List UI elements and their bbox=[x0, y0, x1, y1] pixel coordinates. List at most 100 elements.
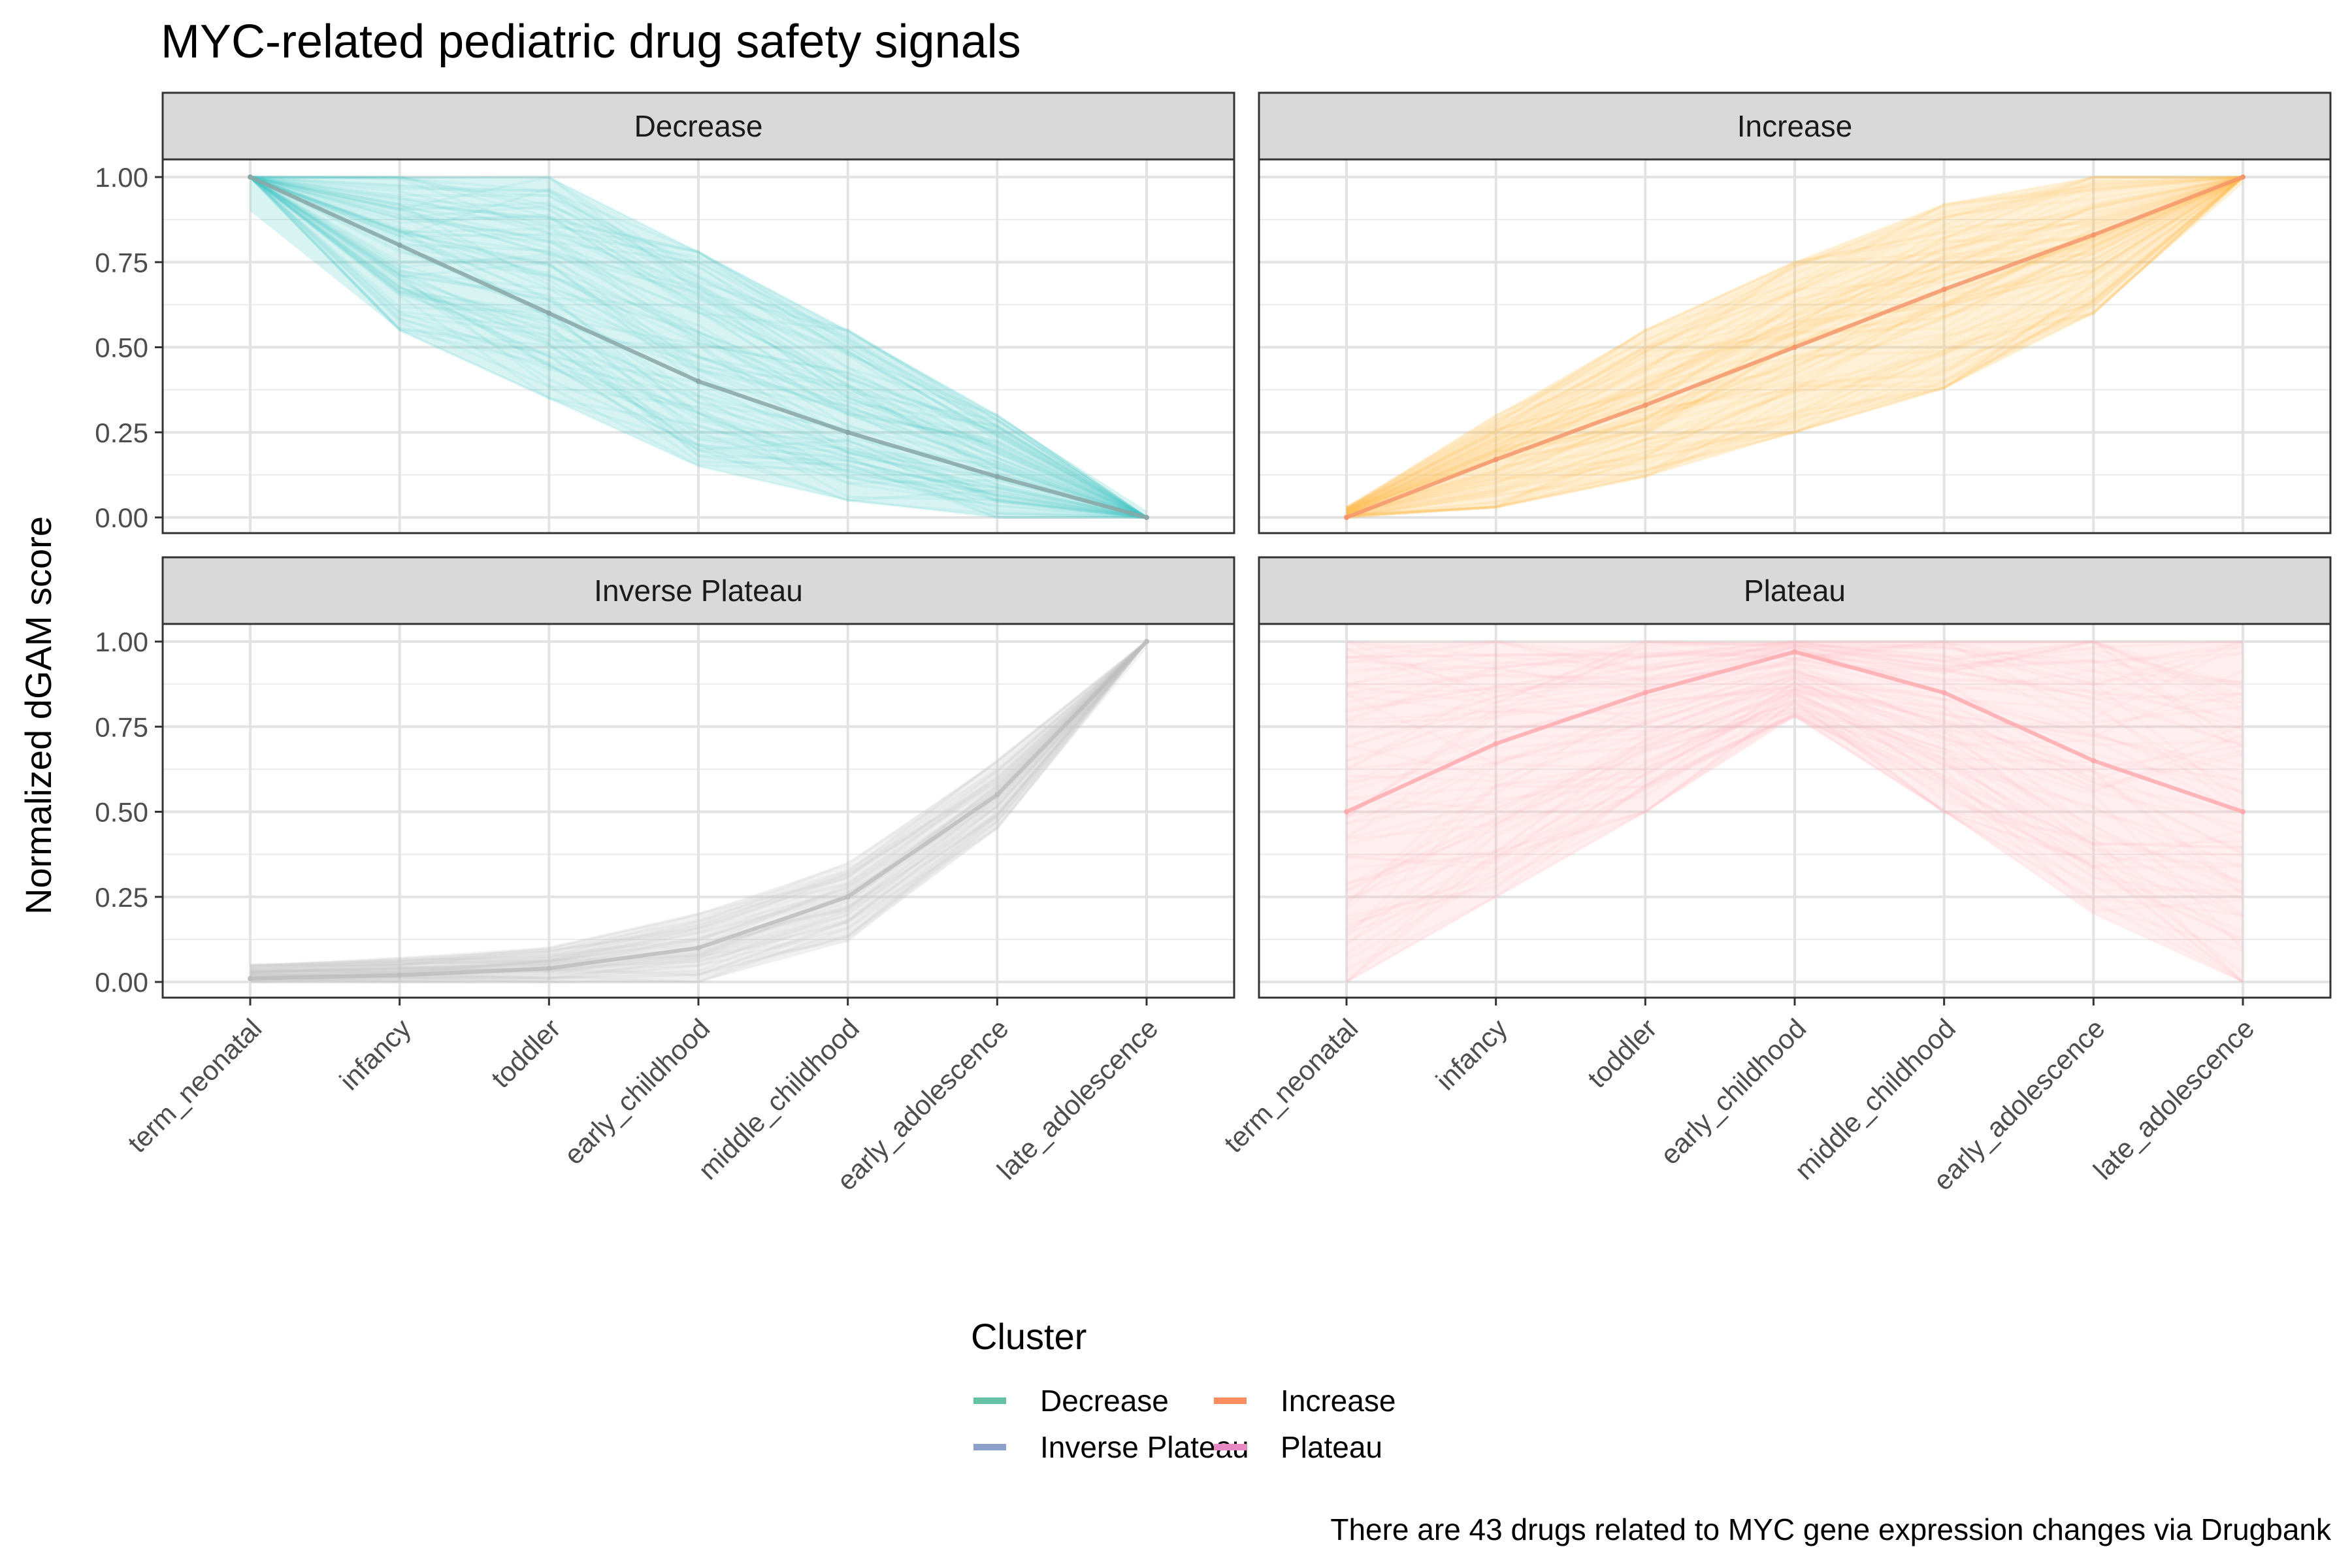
trajectory-line bbox=[1346, 712, 2244, 942]
trajectory-line bbox=[250, 176, 1148, 519]
trajectory-line bbox=[250, 176, 1148, 519]
trajectory-line bbox=[1346, 715, 2244, 983]
trajectory-line bbox=[1346, 176, 2244, 510]
trajectory-line bbox=[1346, 685, 2244, 795]
trajectory-line bbox=[250, 640, 1148, 971]
trajectory-line bbox=[1346, 711, 2244, 983]
trajectory-line bbox=[1346, 699, 2244, 934]
trajectory-line bbox=[1346, 176, 2244, 517]
trajectory-line bbox=[250, 640, 1148, 981]
trajectory-line bbox=[1345, 679, 2244, 910]
trajectory-line bbox=[1346, 640, 2244, 687]
trajectory-line bbox=[1346, 176, 2244, 512]
trajectory-line bbox=[250, 176, 1147, 519]
trajectory-line bbox=[249, 176, 1147, 519]
trajectory-line bbox=[1346, 662, 2244, 793]
trajectory-line bbox=[250, 176, 1147, 519]
trajectory-line bbox=[250, 640, 1148, 966]
trajectory-line bbox=[1345, 668, 2244, 819]
trajectory-line bbox=[250, 176, 1147, 519]
trajectory-line bbox=[1346, 176, 2244, 512]
trajectory-line bbox=[1346, 176, 2244, 512]
band-decrease bbox=[250, 177, 1147, 517]
mean-point bbox=[696, 378, 701, 384]
trajectory-line bbox=[1346, 176, 2244, 515]
panel-decrease: Decrease 0.00 0.25 0.50 0.75 1.00 bbox=[95, 91, 1235, 534]
mean-point bbox=[248, 174, 253, 180]
trajectory-line bbox=[1346, 176, 2244, 509]
trajectory-line bbox=[250, 176, 1147, 519]
strip-plateau bbox=[1258, 556, 2332, 625]
trajectory-line bbox=[1346, 640, 2244, 687]
trajectory-line bbox=[250, 640, 1148, 975]
y-tick-label: 0.00 bbox=[95, 502, 148, 533]
trajectory-line bbox=[1346, 176, 2244, 510]
trajectory-line bbox=[1346, 176, 2244, 510]
trajectory-line bbox=[1346, 176, 2244, 517]
mean-point bbox=[1144, 515, 1149, 520]
trajectory-line bbox=[249, 176, 1147, 519]
trajectory-line bbox=[250, 640, 1148, 983]
trajectory-line bbox=[250, 176, 1147, 519]
mean-point bbox=[845, 894, 851, 900]
trajectory-line bbox=[1346, 176, 2244, 514]
trajectory-line bbox=[1346, 668, 2244, 794]
trajectory-line bbox=[250, 176, 1148, 519]
trajectory-line bbox=[250, 640, 1148, 971]
trajectory-line bbox=[1346, 176, 2244, 515]
trajectory-line bbox=[1346, 176, 2244, 512]
trajectory-line bbox=[1345, 691, 2244, 955]
mean-point bbox=[2091, 232, 2097, 238]
trajectory-line bbox=[1346, 176, 2244, 517]
trajectory-line bbox=[250, 176, 1147, 519]
trajectory-line bbox=[250, 640, 1148, 973]
trajectory-line bbox=[1346, 713, 2244, 928]
trajectory-line bbox=[249, 176, 1147, 519]
mean-point bbox=[1344, 515, 1349, 520]
trajectory-line bbox=[1346, 176, 2244, 512]
trajectory-line bbox=[1346, 176, 2244, 515]
trajectory-line bbox=[249, 176, 1147, 519]
mean-point bbox=[994, 474, 1000, 480]
trajectory-line bbox=[1346, 176, 2244, 518]
trajectory-line bbox=[249, 176, 1147, 519]
trajectory-line bbox=[250, 640, 1148, 966]
trajectory-line bbox=[250, 640, 1148, 971]
trajectory-line bbox=[1346, 644, 2244, 730]
chart-caption: There are 43 drugs related to MYC gene e… bbox=[1330, 1512, 2332, 1546]
trajectory-line bbox=[250, 640, 1148, 972]
trajectory-line bbox=[1346, 176, 2244, 511]
trajectory-line bbox=[250, 640, 1148, 968]
trajectory-line bbox=[1346, 176, 2244, 517]
legend-label-plateau: Plateau bbox=[1281, 1430, 1382, 1464]
trajectory-line bbox=[1345, 715, 2244, 945]
trajectory-line bbox=[250, 640, 1148, 983]
trajectory-line bbox=[250, 640, 1148, 983]
strip-label-inverse-plateau: Inverse Plateau bbox=[594, 574, 803, 608]
trajectory-line bbox=[249, 176, 1147, 519]
trajectory-line bbox=[250, 176, 1147, 519]
trajectory-line bbox=[1346, 647, 2244, 740]
trajectory-line bbox=[1346, 176, 2244, 512]
trajectory-line bbox=[250, 176, 1147, 519]
trajectory-line bbox=[1346, 670, 2244, 817]
mean-point bbox=[1642, 690, 1648, 696]
trajectory-line bbox=[249, 176, 1147, 519]
trajectory-line bbox=[249, 176, 1147, 519]
y-tick-label: 0.50 bbox=[95, 333, 148, 363]
trajectory-line bbox=[1346, 176, 2244, 519]
trajectory-line bbox=[250, 176, 1148, 519]
trajectory-line bbox=[1346, 176, 2244, 514]
trajectory-line bbox=[250, 640, 1148, 966]
trajectory-line bbox=[1346, 176, 2244, 515]
trajectory-line bbox=[1345, 689, 2244, 840]
trajectory-line bbox=[250, 640, 1148, 973]
trajectory-line bbox=[1346, 710, 2244, 886]
trajectory-line bbox=[249, 176, 1147, 519]
trajectory-line bbox=[1346, 640, 2244, 722]
trajectory-line bbox=[1346, 640, 2243, 673]
y-tick-label: 0.50 bbox=[95, 797, 148, 828]
trajectory-line bbox=[249, 176, 1147, 519]
legend-title: Cluster bbox=[971, 1316, 1086, 1357]
trajectory-line bbox=[1346, 640, 2244, 721]
